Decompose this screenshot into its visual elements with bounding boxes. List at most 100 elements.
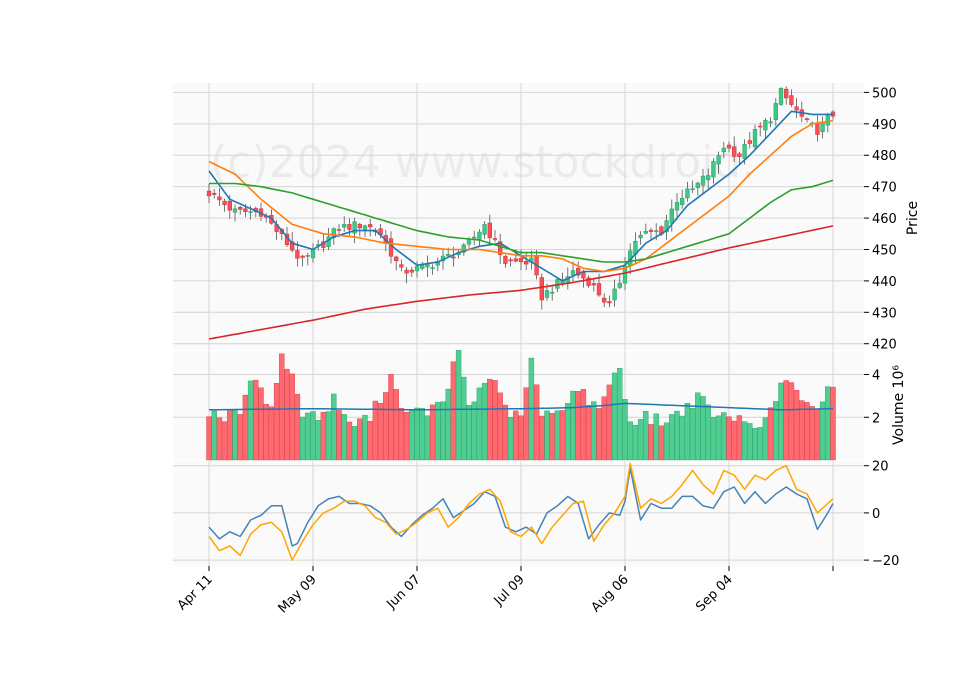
candle-body bbox=[206, 190, 212, 197]
candle bbox=[472, 230, 477, 246]
x-tick-label: Apr 11 bbox=[175, 572, 216, 613]
candle-body bbox=[362, 225, 368, 231]
volume-bar bbox=[367, 420, 373, 461]
candle bbox=[570, 261, 576, 282]
volume-bar bbox=[481, 382, 488, 461]
candle-body bbox=[758, 125, 763, 128]
volume-bar bbox=[523, 387, 529, 461]
volume-bar bbox=[580, 389, 587, 461]
volume-bar bbox=[518, 415, 524, 461]
volume-bar bbox=[741, 421, 748, 461]
volume-bar bbox=[731, 420, 737, 461]
candle-body bbox=[342, 224, 347, 228]
candle-body bbox=[227, 201, 232, 211]
candle bbox=[414, 261, 420, 278]
volume-bar bbox=[253, 379, 259, 461]
watermark-text: (c)2024 www.stockdroid. bbox=[210, 137, 755, 188]
volume-bar bbox=[658, 425, 665, 461]
y-tick-label: 430 bbox=[872, 306, 897, 321]
volume-bar bbox=[705, 404, 711, 461]
candle-body bbox=[695, 182, 700, 188]
volume-bar bbox=[237, 414, 243, 461]
volume-bar bbox=[435, 402, 441, 461]
volume-bar bbox=[242, 394, 249, 461]
candle-body bbox=[680, 197, 685, 205]
candle bbox=[550, 284, 555, 301]
candle-body bbox=[737, 153, 742, 157]
volume-bar bbox=[320, 411, 327, 461]
volume-bar bbox=[752, 428, 758, 461]
volume-bar bbox=[710, 416, 717, 461]
volume-bar bbox=[819, 401, 826, 461]
volume-bar bbox=[596, 408, 602, 461]
x-tick-label: Aug 06 bbox=[589, 572, 632, 615]
volume-bar bbox=[643, 411, 649, 461]
candle bbox=[695, 181, 700, 196]
volume-bar bbox=[476, 387, 483, 461]
volume-bar bbox=[247, 380, 254, 461]
volume-bar bbox=[440, 401, 446, 461]
ma-line bbox=[208, 225, 834, 340]
candle bbox=[482, 221, 487, 240]
volume-bar bbox=[310, 411, 316, 461]
candle-body bbox=[305, 255, 310, 257]
candle-body bbox=[238, 206, 243, 210]
volume-bars bbox=[206, 349, 836, 461]
volume-bar bbox=[830, 386, 836, 461]
volume-bar bbox=[585, 405, 592, 461]
volume-bar bbox=[544, 410, 550, 461]
volume-bar bbox=[559, 410, 566, 461]
candle bbox=[508, 257, 513, 267]
candle bbox=[492, 230, 498, 243]
candle bbox=[768, 117, 773, 128]
volume-bar bbox=[461, 376, 467, 461]
volume-bar bbox=[554, 410, 561, 461]
volume-bar bbox=[206, 416, 212, 461]
candle bbox=[680, 189, 685, 209]
volume-bar bbox=[648, 424, 654, 461]
y-tick-label: −20 bbox=[872, 554, 899, 569]
volume-bar bbox=[487, 378, 493, 461]
volume-bar bbox=[539, 415, 545, 461]
candle bbox=[539, 273, 544, 310]
candle-body bbox=[581, 272, 586, 279]
volume-bar bbox=[799, 400, 805, 461]
volume-ma-line bbox=[208, 402, 834, 411]
volume-bar bbox=[294, 393, 301, 461]
candle-body bbox=[404, 269, 409, 274]
candle bbox=[685, 181, 690, 202]
y-tick-label: 4 bbox=[872, 369, 880, 384]
candle-body bbox=[576, 268, 581, 276]
candle bbox=[700, 168, 706, 194]
volume-bar bbox=[637, 419, 644, 461]
volume-bar bbox=[216, 417, 223, 461]
volume-bar bbox=[814, 408, 821, 461]
candle-body bbox=[804, 118, 810, 120]
candle-body bbox=[498, 241, 503, 255]
candle bbox=[648, 227, 654, 241]
candle bbox=[721, 141, 726, 159]
candle bbox=[758, 122, 763, 137]
volume-bar bbox=[721, 412, 727, 461]
candle-body bbox=[768, 121, 773, 124]
volume-bar bbox=[357, 418, 363, 461]
candle bbox=[664, 214, 669, 240]
candle-body bbox=[368, 224, 373, 228]
candle bbox=[586, 275, 591, 288]
candle-body bbox=[477, 231, 482, 240]
y-tick-label: 470 bbox=[872, 181, 897, 196]
candle-body bbox=[482, 224, 487, 235]
candle-body bbox=[669, 208, 674, 224]
volume-bar bbox=[689, 408, 696, 461]
volume-bar bbox=[221, 421, 228, 461]
candle-body bbox=[295, 250, 300, 259]
volume-bar bbox=[211, 410, 217, 461]
candle-body bbox=[300, 255, 305, 258]
candle-body bbox=[716, 155, 721, 165]
volume-bar bbox=[757, 427, 763, 461]
volume-bar bbox=[663, 422, 670, 461]
candle-body bbox=[451, 256, 456, 259]
candle-body bbox=[420, 264, 425, 269]
candle-body bbox=[466, 239, 472, 245]
candle-body bbox=[664, 220, 669, 233]
